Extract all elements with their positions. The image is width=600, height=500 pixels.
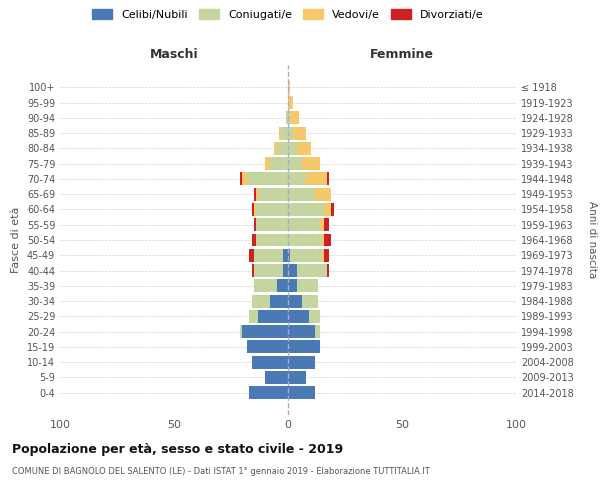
Bar xyxy=(302,157,320,170)
Text: Anni di nascita: Anni di nascita xyxy=(587,202,597,278)
Bar xyxy=(320,218,325,231)
Bar xyxy=(254,280,277,292)
Bar xyxy=(327,264,329,277)
Bar xyxy=(316,325,320,338)
Legend: Celibi/Nubili, Coniugati/e, Vedovi/e, Divorziati/e: Celibi/Nubili, Coniugati/e, Vedovi/e, Di… xyxy=(88,5,488,24)
Bar xyxy=(297,280,317,292)
Bar xyxy=(288,218,320,231)
Bar xyxy=(297,264,327,277)
Bar xyxy=(322,234,325,246)
Bar xyxy=(240,325,242,338)
Bar xyxy=(281,126,288,140)
Bar xyxy=(274,142,277,155)
Bar xyxy=(288,81,290,94)
Bar xyxy=(240,172,242,186)
Bar xyxy=(288,280,297,292)
Bar xyxy=(251,356,288,368)
Bar xyxy=(277,280,288,292)
Bar xyxy=(286,112,288,124)
Bar xyxy=(327,172,329,186)
Bar xyxy=(283,264,288,277)
Bar xyxy=(288,157,302,170)
Bar xyxy=(256,203,288,216)
Bar xyxy=(251,234,256,246)
Text: Popolazione per età, sesso e stato civile - 2019: Popolazione per età, sesso e stato civil… xyxy=(12,442,343,456)
Bar xyxy=(288,126,293,140)
Bar xyxy=(251,203,254,216)
Bar xyxy=(254,264,283,277)
Bar xyxy=(270,294,288,308)
Bar xyxy=(242,325,288,338)
Bar xyxy=(249,386,288,399)
Bar xyxy=(288,371,306,384)
Bar xyxy=(249,310,259,323)
Bar xyxy=(316,188,331,200)
Bar xyxy=(306,172,327,186)
Bar xyxy=(288,112,290,124)
Bar xyxy=(288,249,290,262)
Bar xyxy=(288,294,302,308)
Bar xyxy=(288,340,320,353)
Bar xyxy=(325,234,331,246)
Bar xyxy=(283,249,288,262)
Bar xyxy=(288,142,297,155)
Bar xyxy=(251,264,254,277)
Bar xyxy=(297,142,311,155)
Bar xyxy=(256,218,288,231)
Text: Femmine: Femmine xyxy=(370,48,434,62)
Bar xyxy=(270,157,288,170)
Bar xyxy=(288,325,316,338)
Bar xyxy=(288,264,297,277)
Bar xyxy=(288,96,293,109)
Bar xyxy=(249,249,254,262)
Bar xyxy=(288,356,316,368)
Bar xyxy=(325,203,331,216)
Bar xyxy=(290,249,322,262)
Bar xyxy=(288,188,316,200)
Bar xyxy=(256,234,288,246)
Bar xyxy=(247,340,288,353)
Bar xyxy=(293,126,306,140)
Bar xyxy=(242,172,247,186)
Bar xyxy=(288,203,325,216)
Bar xyxy=(279,126,281,140)
Text: COMUNE DI BAGNOLO DEL SALENTO (LE) - Dati ISTAT 1° gennaio 2019 - Elaborazione T: COMUNE DI BAGNOLO DEL SALENTO (LE) - Dat… xyxy=(12,468,430,476)
Y-axis label: Fasce di età: Fasce di età xyxy=(11,207,21,273)
Bar xyxy=(288,172,306,186)
Bar xyxy=(302,294,317,308)
Bar xyxy=(259,188,288,200)
Bar xyxy=(254,188,256,200)
Bar xyxy=(325,218,329,231)
Bar xyxy=(331,203,334,216)
Bar xyxy=(254,203,256,216)
Bar xyxy=(251,294,270,308)
Bar xyxy=(254,218,256,231)
Bar xyxy=(256,188,259,200)
Bar xyxy=(322,249,325,262)
Bar xyxy=(259,310,288,323)
Bar xyxy=(308,310,320,323)
Bar xyxy=(247,172,288,186)
Bar xyxy=(277,142,288,155)
Bar xyxy=(290,112,299,124)
Bar xyxy=(265,371,288,384)
Bar xyxy=(288,234,322,246)
Bar xyxy=(288,386,316,399)
Bar xyxy=(254,249,283,262)
Text: Maschi: Maschi xyxy=(149,48,199,62)
Bar xyxy=(325,249,329,262)
Bar xyxy=(265,157,270,170)
Bar xyxy=(288,310,308,323)
